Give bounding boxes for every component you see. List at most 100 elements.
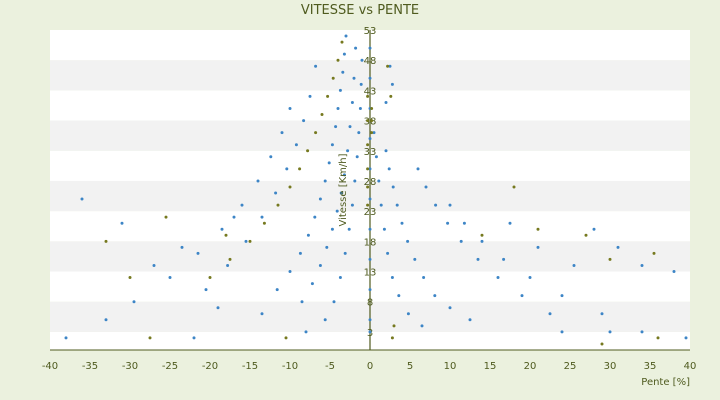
- data-point: [344, 34, 348, 38]
- chart-title: VITESSE vs PENTE: [301, 3, 419, 18]
- data-point: [288, 185, 292, 189]
- data-point: [368, 167, 372, 171]
- data-point: [318, 197, 322, 201]
- data-point: [368, 137, 372, 141]
- data-point: [368, 330, 372, 334]
- data-point: [600, 342, 604, 346]
- data-point: [334, 125, 338, 129]
- data-point: [592, 227, 596, 231]
- data-point: [341, 70, 345, 74]
- data-point: [387, 167, 391, 171]
- data-point: [386, 64, 390, 68]
- data-point: [368, 318, 372, 322]
- y-tick-label: 53: [364, 26, 377, 37]
- data-point: [462, 221, 466, 225]
- y-tick-label: 23: [364, 207, 377, 218]
- data-point: [468, 318, 472, 322]
- data-point: [368, 257, 372, 261]
- x-tick-label: 15: [484, 361, 497, 372]
- data-point: [459, 239, 463, 243]
- x-tick-label: -40: [42, 361, 58, 372]
- data-point: [180, 245, 184, 249]
- data-point: [208, 276, 212, 280]
- data-point: [228, 257, 232, 261]
- data-point: [353, 179, 357, 183]
- data-point: [318, 263, 322, 267]
- data-point: [652, 251, 656, 255]
- data-point: [104, 239, 108, 243]
- data-point: [348, 125, 352, 129]
- y-tick-labels: 38131823283338434853: [364, 26, 377, 339]
- data-point: [572, 263, 576, 267]
- data-point: [314, 64, 318, 68]
- data-point: [152, 263, 156, 267]
- data-point: [192, 336, 196, 340]
- data-point: [368, 76, 372, 80]
- data-point: [302, 119, 306, 123]
- data-point: [640, 330, 644, 334]
- data-point: [285, 167, 289, 171]
- data-point: [392, 324, 396, 328]
- data-point: [434, 203, 438, 207]
- data-point: [350, 100, 354, 104]
- data-point: [391, 185, 395, 189]
- data-point: [298, 167, 302, 171]
- data-point: [672, 270, 676, 274]
- data-point: [339, 191, 343, 195]
- data-point: [330, 227, 334, 231]
- data-point: [284, 336, 288, 340]
- data-point: [256, 179, 260, 183]
- data-point: [480, 233, 484, 237]
- data-point: [377, 179, 381, 183]
- data-point: [616, 245, 620, 249]
- data-point: [326, 94, 330, 98]
- data-point: [413, 257, 417, 261]
- data-point: [168, 276, 172, 280]
- data-point: [196, 251, 200, 255]
- data-point: [480, 239, 484, 243]
- data-point: [600, 312, 604, 316]
- data-point: [384, 149, 388, 153]
- data-point: [288, 106, 292, 110]
- data-point: [274, 191, 278, 195]
- data-point: [379, 203, 383, 207]
- x-tick-label: 30: [604, 361, 617, 372]
- data-point: [226, 263, 230, 267]
- data-point: [406, 312, 410, 316]
- data-point: [338, 276, 342, 280]
- x-tick-label: 35: [644, 361, 657, 372]
- data-point: [640, 263, 644, 267]
- data-point: [335, 209, 339, 213]
- data-point: [327, 161, 331, 165]
- x-tick-label: 40: [684, 361, 697, 372]
- data-point: [584, 233, 588, 237]
- data-point: [388, 64, 392, 68]
- data-points: [64, 34, 688, 346]
- data-point: [390, 276, 394, 280]
- data-point: [397, 294, 401, 298]
- data-point: [422, 276, 426, 280]
- data-point: [352, 76, 356, 80]
- data-point: [390, 336, 394, 340]
- data-point: [338, 88, 342, 92]
- data-point: [132, 300, 136, 304]
- x-tick-label: 5: [407, 361, 413, 372]
- data-point: [220, 227, 224, 231]
- data-point: [374, 155, 378, 159]
- data-point: [366, 119, 370, 123]
- data-point: [448, 203, 452, 207]
- data-point: [366, 185, 370, 189]
- data-point: [512, 185, 516, 189]
- data-point: [320, 113, 324, 117]
- x-tick-label: 25: [564, 361, 577, 372]
- data-point: [359, 82, 363, 86]
- data-point: [204, 288, 208, 292]
- data-point: [325, 245, 329, 249]
- data-point: [502, 257, 506, 261]
- data-point: [608, 257, 612, 261]
- x-tick-label: -20: [202, 361, 218, 372]
- x-tick-labels: -40 -35 -30 -25 -20 -15 -10 -5 0 5 10 15 20 25 30 35 40: [42, 361, 697, 372]
- data-point: [342, 52, 346, 56]
- data-point: [336, 58, 340, 62]
- data-point: [224, 233, 228, 237]
